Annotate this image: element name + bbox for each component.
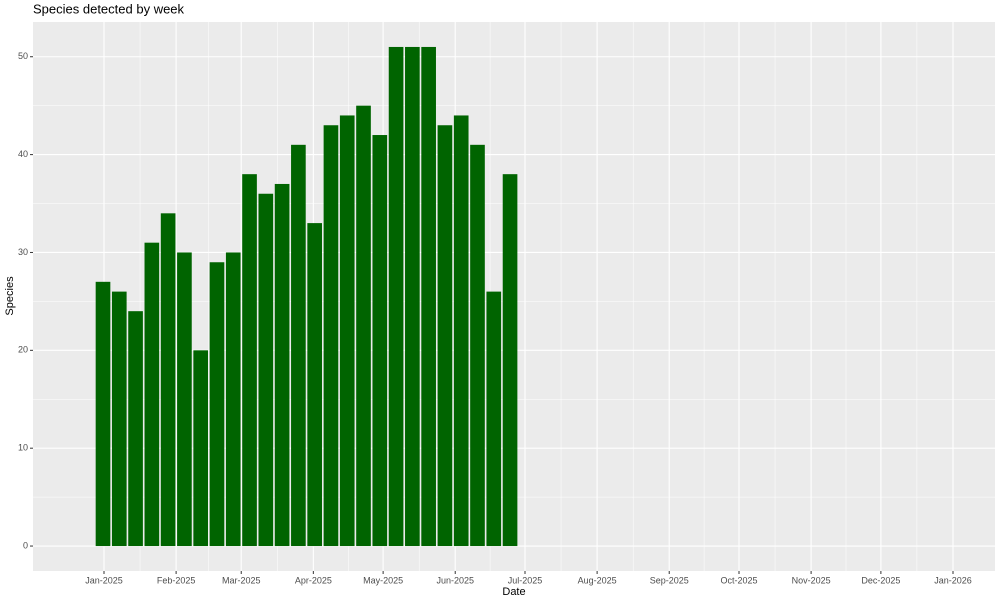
bar: [177, 252, 192, 547]
y-tick-label: 10: [18, 443, 28, 453]
bar: [388, 46, 404, 547]
bar: [160, 213, 176, 547]
bar: [356, 105, 371, 547]
y-tick-label: 40: [18, 149, 28, 159]
bar: [225, 252, 241, 547]
bar: [209, 262, 225, 547]
y-axis-label: Species: [4, 276, 16, 316]
bar: [193, 350, 209, 547]
bar: [111, 291, 127, 547]
bar: [95, 281, 111, 547]
x-tick-label: Apr-2025: [295, 575, 332, 585]
x-tick-label: May-2025: [363, 575, 403, 585]
x-tick-label: Jan-2026: [934, 575, 972, 585]
bar: [502, 174, 518, 547]
y-tick-label: 20: [18, 345, 28, 355]
bar: [339, 115, 355, 547]
x-axis-label: Date: [502, 586, 525, 598]
bar: [323, 125, 339, 547]
x-tick-label: Jun-2025: [436, 575, 474, 585]
bar: [307, 223, 322, 547]
x-tick-label: Nov-2025: [792, 575, 831, 585]
bar: [453, 115, 469, 547]
x-tick-label: Jul-2025: [508, 575, 543, 585]
x-tick-label: Jan-2025: [85, 575, 123, 585]
bar: [144, 242, 160, 547]
y-tick-label: 30: [18, 247, 28, 257]
bar: [258, 193, 274, 547]
y-tick-label: 50: [18, 51, 28, 61]
x-tick-label: Mar-2025: [222, 575, 261, 585]
bar: [291, 144, 306, 547]
x-tick-label: Oct-2025: [720, 575, 757, 585]
chart-title: Species detected by week: [33, 1, 185, 16]
x-tick-label: Aug-2025: [578, 575, 617, 585]
bar: [470, 144, 485, 547]
x-tick-label: Sep-2025: [650, 575, 689, 585]
x-tick-label: Dec-2025: [861, 575, 900, 585]
y-tick-label: 0: [23, 540, 28, 550]
bar: [274, 183, 290, 547]
bars: [95, 46, 518, 547]
bar: [437, 125, 453, 547]
x-tick-label: Feb-2025: [157, 575, 196, 585]
bar: [405, 46, 420, 547]
bar: [242, 174, 257, 547]
bar: [128, 311, 143, 547]
bar: [372, 135, 388, 547]
bar: [486, 291, 502, 547]
bar: [421, 46, 436, 547]
